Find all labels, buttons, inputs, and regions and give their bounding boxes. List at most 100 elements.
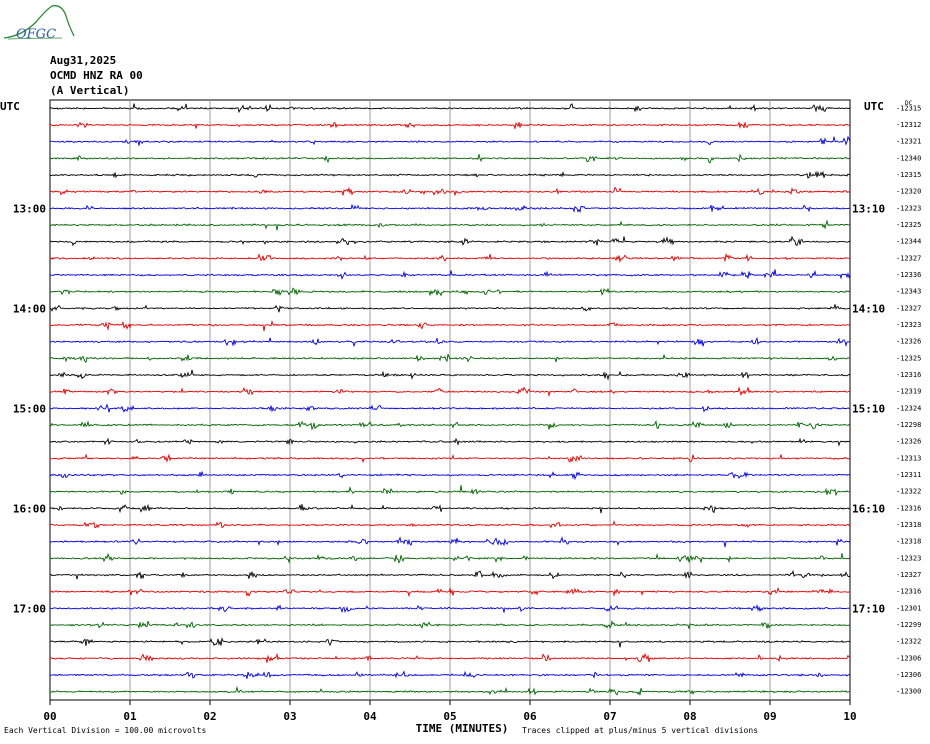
trace-line [49,569,851,580]
trace-offset-label: -12318 [896,521,921,529]
component-label: (A Vertical) [50,84,130,97]
trace-offset-label: -12325 [896,221,921,229]
x-tick-label: 08 [683,710,696,723]
trace-line [49,670,851,679]
x-tick-label: 00 [43,710,56,723]
trace-offset-label: -12322 [896,638,921,646]
trace-offset-label: -12298 [896,421,921,429]
trace-offset-label: -12300 [896,688,921,696]
x-tick-label: 01 [123,710,137,723]
trace-offset-label: -12316 [896,504,921,512]
trace-line [49,485,850,497]
logo-text: OFGC [16,27,56,42]
date-label: Aug31,2025 [50,54,117,67]
trace-offset-label: -12323 [896,204,921,212]
right-hour-label: 15:10 [852,402,885,415]
x-tick-label: 06 [523,710,537,723]
trace-offset-label: -12327 [896,571,921,579]
left-axis-label: UTC [0,100,20,113]
traces [49,103,851,696]
trace-line [49,186,851,196]
x-tick-label: 05 [443,710,456,723]
left-hour-label: 13:00 [13,202,46,215]
right-hour-label: 16:10 [852,502,885,515]
trace-offset-label: -12316 [896,588,921,596]
trace-line [49,685,851,696]
trace-offset-label: -12319 [896,388,921,396]
trace-offset-label: -12323 [896,321,921,329]
trace-line [49,419,851,431]
scale-note: Each Vertical Division = 100.00 microvol… [4,726,207,735]
trace-line [49,386,851,398]
x-tick-label: 02 [203,710,216,723]
trace-line [49,153,851,164]
x-tick-label: 07 [603,710,616,723]
clip-note: Traces clipped at plus/minus 5 vertical … [522,726,759,735]
trace-line [49,103,851,114]
trace-offset-label: -12321 [896,138,921,146]
labels: 00 01 02 03 04 05 06 07 08 09 10 -12315 -12312 -12321… [13,104,921,723]
trace-line [49,319,851,332]
trace-line [49,170,851,179]
trace-line [49,636,850,648]
trace-offset-label: -12322 [896,488,921,496]
trace-offset-label: -12326 [896,338,921,346]
trace-offset-label: -12320 [896,188,921,196]
x-tick-label: 09 [763,710,776,723]
trace-offset-label: -12315 [896,104,921,112]
trace-offset-label: -12312 [896,121,921,129]
x-tick-label: 03 [283,710,296,723]
trace-offset-label: -12324 [896,404,921,412]
trace-offset-label: -12315 [896,171,921,179]
trace-offset-label: -12340 [896,154,921,162]
trace-line [49,471,851,481]
trace-line [49,536,851,548]
trace-offset-label: -12311 [896,471,921,479]
trace-line [49,353,851,364]
right-hour-label: 17:10 [852,602,885,615]
trace-line [49,604,851,614]
left-hour-label: 14:00 [13,302,46,315]
right-hour-label: 14:10 [852,302,885,315]
trace-line [49,203,851,214]
trace-offset-label: -12343 [896,288,921,296]
right-axis-label: UTC [864,100,884,113]
trace-line [49,252,851,264]
left-hour-label: 16:00 [13,502,46,515]
trace-line [49,503,851,514]
trace-line [49,652,851,663]
trace-offset-label: -12306 [896,671,921,679]
trace-offset-label: -12325 [896,354,921,362]
trace-offset-label: -12316 [896,371,921,379]
trace-line [49,235,851,247]
trace-line [49,135,851,146]
trace-line [49,121,851,130]
trace-offset-label: -12323 [896,554,921,562]
left-hour-label: 15:00 [13,402,46,415]
trace-line [49,269,851,280]
dc-label: DC [905,100,913,107]
trace-offset-label: -12327 [896,254,921,262]
trace-offset-label: -12344 [896,238,921,246]
trace-offset-label: -12318 [896,538,921,546]
trace-offset-label: -12301 [896,604,921,612]
trace-line [49,453,851,464]
trace-line [49,437,851,447]
trace-offset-label: -12326 [896,438,921,446]
x-tick-label: 04 [363,710,377,723]
trace-offset-label: -12299 [896,621,921,629]
ofgc-logo: OFGC [3,5,75,42]
left-hour-label: 17:00 [13,602,46,615]
right-hour-label: 13:10 [852,202,885,215]
trace-line [50,403,851,413]
trace-line [49,287,851,297]
trace-line [49,586,850,598]
trace-line [49,520,851,529]
trace-line [49,369,851,381]
grid [49,99,851,705]
trace-line [49,337,851,348]
x-axis-label: TIME (MINUTES) [416,722,509,735]
trace-offset-label: -12327 [896,304,921,312]
trace-offset-label: -12306 [896,654,921,662]
